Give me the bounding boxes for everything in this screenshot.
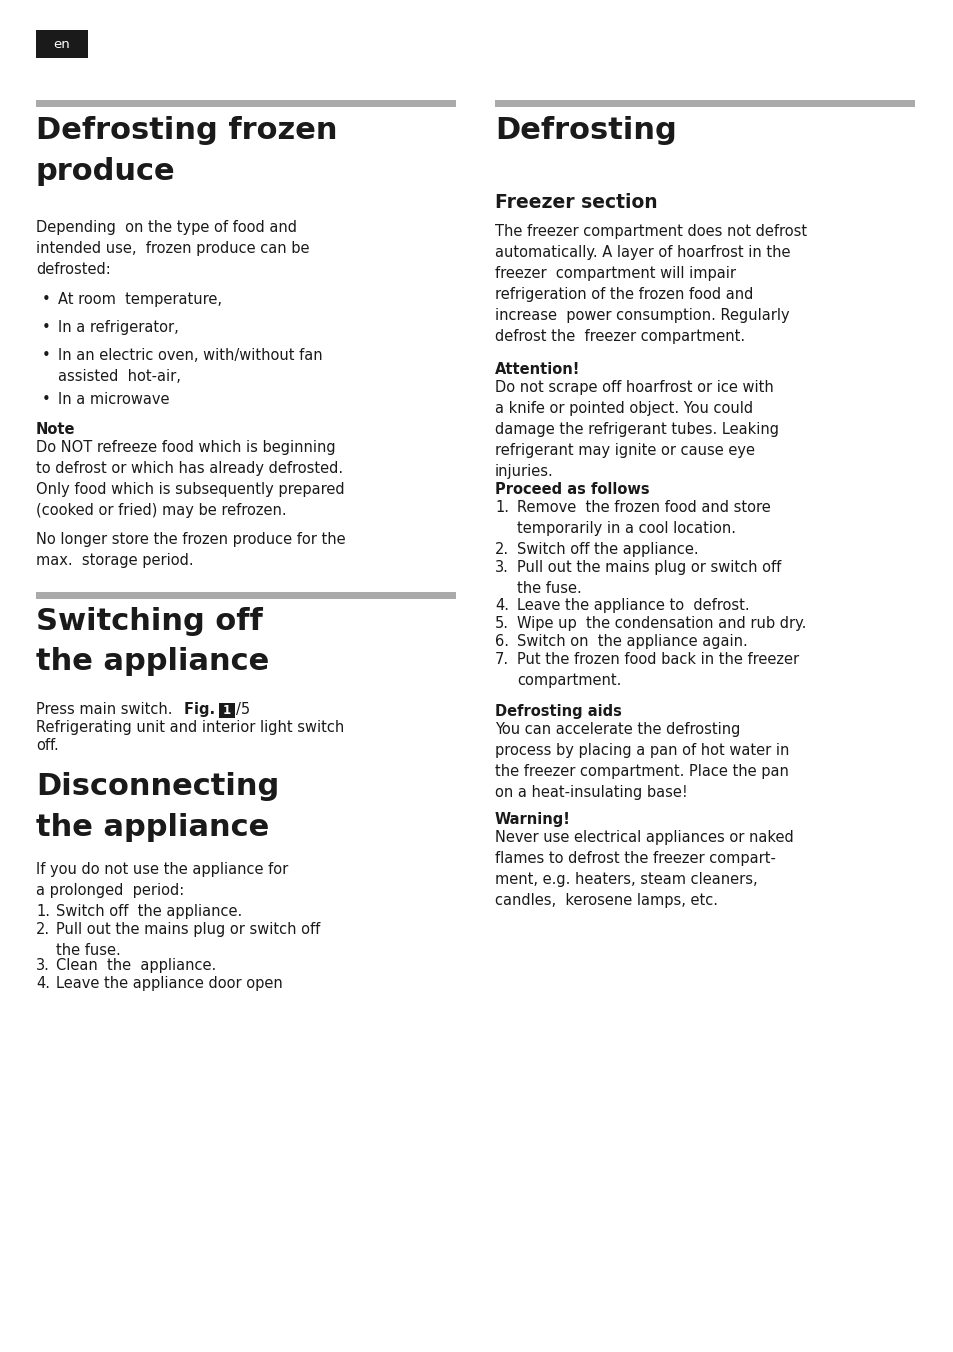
Bar — [495, 100, 914, 107]
Text: Pull out the mains plug or switch off
the fuse.: Pull out the mains plug or switch off th… — [56, 922, 320, 959]
Text: Warning!: Warning! — [495, 813, 570, 827]
Text: Switch off  the appliance.: Switch off the appliance. — [56, 904, 242, 919]
Text: Leave the appliance door open: Leave the appliance door open — [56, 976, 282, 991]
Text: 4.: 4. — [495, 598, 509, 612]
Text: Leave the appliance to  defrost.: Leave the appliance to defrost. — [517, 598, 749, 612]
Text: Wipe up  the condensation and rub dry.: Wipe up the condensation and rub dry. — [517, 617, 805, 631]
Text: Do NOT refreeze food which is beginning
to defrost or which has already defroste: Do NOT refreeze food which is beginning … — [36, 439, 344, 518]
Text: Freezer section: Freezer section — [495, 193, 657, 212]
Bar — [36, 100, 456, 107]
Text: 1: 1 — [223, 703, 231, 717]
Text: If you do not use the appliance for
a prolonged  period:: If you do not use the appliance for a pr… — [36, 863, 288, 898]
Text: Clean  the  appliance.: Clean the appliance. — [56, 959, 216, 973]
Text: 5.: 5. — [495, 617, 509, 631]
Text: 7.: 7. — [495, 652, 509, 667]
Text: Refrigerating unit and interior light switch: Refrigerating unit and interior light sw… — [36, 721, 344, 735]
Text: off.: off. — [36, 738, 59, 753]
Text: Attention!: Attention! — [495, 362, 579, 377]
Text: Never use electrical appliances or naked
flames to defrost the freezer compart-
: Never use electrical appliances or naked… — [495, 830, 793, 909]
Text: •: • — [42, 347, 51, 362]
Text: Note: Note — [36, 422, 75, 437]
Text: The freezer compartment does not defrost
automatically. A layer of hoarfrost in : The freezer compartment does not defrost… — [495, 224, 806, 343]
Text: Defrosting aids: Defrosting aids — [495, 704, 621, 719]
Bar — [36, 30, 88, 58]
Text: Remove  the frozen food and store
temporarily in a cool location.: Remove the frozen food and store tempora… — [517, 500, 770, 535]
Text: 3.: 3. — [495, 560, 508, 575]
Text: 6.: 6. — [495, 634, 509, 649]
Text: 2.: 2. — [495, 542, 509, 557]
Text: en: en — [53, 38, 71, 50]
Text: You can accelerate the defrosting
process by placing a pan of hot water in
the f: You can accelerate the defrosting proces… — [495, 722, 788, 800]
Text: No longer store the frozen produce for the
max.  storage period.: No longer store the frozen produce for t… — [36, 531, 345, 568]
Text: 1.: 1. — [495, 500, 509, 515]
Text: 4.: 4. — [36, 976, 50, 991]
Text: Depending  on the type of food and
intended use,  frozen produce can be
defroste: Depending on the type of food and intend… — [36, 220, 309, 277]
Text: Defrosting: Defrosting — [495, 116, 676, 145]
Text: Defrosting frozen
produce: Defrosting frozen produce — [36, 116, 337, 185]
Text: /5: /5 — [235, 702, 250, 717]
Text: Switch off the appliance.: Switch off the appliance. — [517, 542, 698, 557]
Text: Switching off
the appliance: Switching off the appliance — [36, 607, 269, 676]
Text: In an electric oven, with/without fan
assisted  hot-air,: In an electric oven, with/without fan as… — [58, 347, 322, 384]
Text: Put the frozen food back in the freezer
compartment.: Put the frozen food back in the freezer … — [517, 652, 799, 688]
Text: 2.: 2. — [36, 922, 51, 937]
Text: In a microwave: In a microwave — [58, 392, 170, 407]
Bar — [36, 592, 456, 599]
Text: Do not scrape off hoarfrost or ice with
a knife or pointed object. You could
dam: Do not scrape off hoarfrost or ice with … — [495, 380, 779, 479]
Text: In a refrigerator,: In a refrigerator, — [58, 320, 178, 335]
Text: 1.: 1. — [36, 904, 50, 919]
Text: Fig.: Fig. — [184, 702, 220, 717]
Bar — [219, 703, 234, 718]
Text: Switch on  the appliance again.: Switch on the appliance again. — [517, 634, 747, 649]
Text: •: • — [42, 392, 51, 407]
Text: Pull out the mains plug or switch off
the fuse.: Pull out the mains plug or switch off th… — [517, 560, 781, 596]
Text: 3.: 3. — [36, 959, 50, 973]
Text: At room  temperature,: At room temperature, — [58, 292, 222, 307]
Text: •: • — [42, 292, 51, 307]
Text: Proceed as follows: Proceed as follows — [495, 483, 649, 498]
Text: Press main switch.: Press main switch. — [36, 702, 177, 717]
Text: Disconnecting
the appliance: Disconnecting the appliance — [36, 772, 279, 841]
Text: •: • — [42, 320, 51, 335]
